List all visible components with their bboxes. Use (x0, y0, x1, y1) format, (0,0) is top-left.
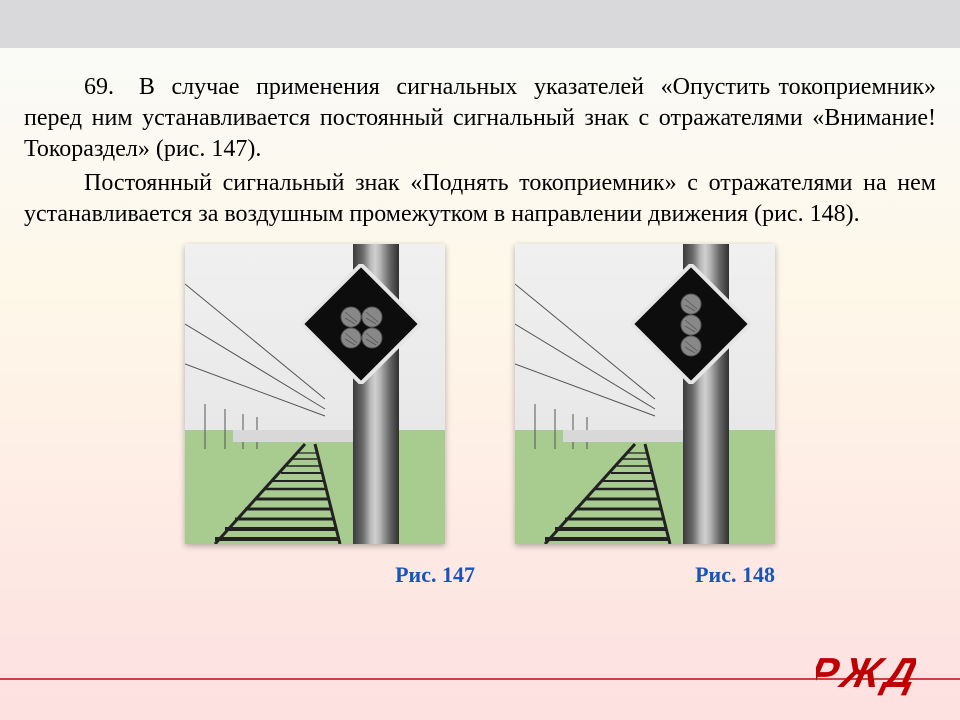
paragraph-2: Постоянный сигнальный знак «Поднять токо… (24, 168, 936, 230)
caption-148: Рис. 148 (695, 562, 775, 588)
paragraph-1: 69. В случае применения сигнальных указа… (24, 72, 936, 166)
rzd-logo: P Ж Д (816, 649, 916, 704)
top-bar (0, 0, 960, 48)
sign-147 (301, 264, 421, 384)
sign-148 (631, 264, 751, 384)
reflectors-148 (681, 294, 701, 356)
slide-content: 69. В случае применения сигнальных указа… (0, 48, 960, 588)
figure-148-wrap: Рис. 148 (515, 244, 775, 588)
figure-147-wrap: Рис. 147 (185, 244, 445, 588)
caption-147: Рис. 147 (395, 562, 475, 588)
figure-row: Рис. 147 (24, 244, 936, 588)
logo-text: P Ж Д (816, 650, 916, 697)
figure-147 (185, 244, 445, 544)
figure-148 (515, 244, 775, 544)
